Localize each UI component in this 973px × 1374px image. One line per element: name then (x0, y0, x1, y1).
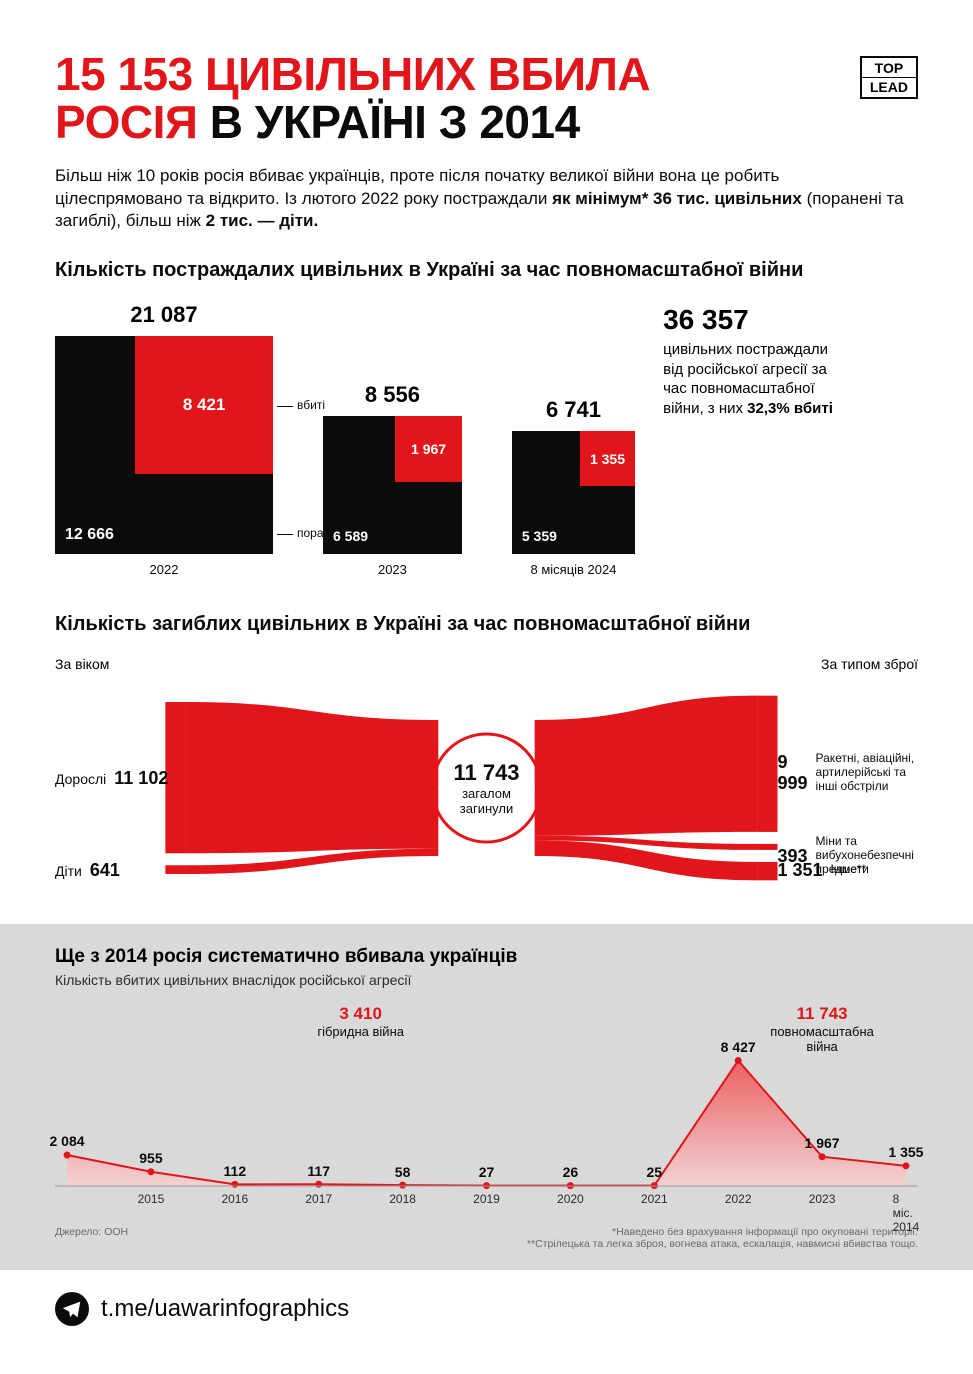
squares-col: 21 0878 42112 666вбитіпоранені2022 (55, 302, 273, 577)
sq-wounded: 5 359 (522, 528, 557, 544)
sankey-title: Кількість загиблих цивільних в Україні з… (55, 613, 918, 636)
title-black: В УКРАЇНІ З 2014 (197, 96, 579, 148)
source: Джерело: ООН (55, 1226, 128, 1250)
timeline-group-label: 11 743повномасштабна війна (770, 1004, 874, 1054)
sankey-left-label: Діти 641 (55, 860, 120, 881)
timeline-x-label: 8 міс. 2014 (893, 1192, 920, 1234)
timeline-x-label: 2019 (473, 1192, 500, 1206)
sankey-left-heading: За віком (55, 656, 109, 672)
squares-col: 6 741 1 355 5 359 8 місяців 2024 (512, 397, 635, 577)
timeline-point-label: 1 967 (805, 1135, 840, 1151)
timeline-x-label: 2021 (641, 1192, 668, 1206)
logo-line2: LEAD (870, 79, 908, 95)
timeline-x-label: 2018 (389, 1192, 416, 1206)
infographic-page: TOP LEAD 15 153 ЦИВІЛЬНИХ ВБИЛА РОСІЯ В … (0, 0, 973, 1374)
sankey-right-label: 1 351 Інше** (778, 860, 867, 881)
top-lead-logo: TOP LEAD (860, 56, 918, 99)
timeline-x-label: 2022 (725, 1192, 752, 1206)
timeline-point-label: 8 427 (721, 1039, 756, 1055)
timeline-point-label: 27 (479, 1164, 495, 1180)
timeline-x-label: 2015 (138, 1192, 165, 1206)
telegram-icon (55, 1292, 89, 1326)
main-title: 15 153 ЦИВІЛЬНИХ ВБИЛА РОСІЯ В УКРАЇНІ З… (55, 50, 918, 147)
sankey-body: Дорослі 11 102 Діти 641 9 999 Ракетні, аві… (55, 678, 918, 898)
intro-paragraph: Більш ніж 10 років росія вбиває українці… (55, 165, 905, 234)
timeline-x-label: 2020 (557, 1192, 584, 1206)
timeline-point-label: 26 (563, 1164, 579, 1180)
timeline-chart: 2 084955112117582726258 4271 9671 355201… (55, 1004, 918, 1214)
header: TOP LEAD 15 153 ЦИВІЛЬНИХ ВБИЛА РОСІЯ В … (55, 50, 918, 147)
sq-inner: 8 421 (135, 336, 273, 474)
sq-total: 8 556 (365, 382, 420, 408)
sq-year: 2023 (378, 562, 407, 577)
footnote-right: *Наведено без врахування інформації про … (527, 1226, 918, 1250)
title-red-1: 15 153 ЦИВІЛЬНИХ ВБИЛА (55, 48, 650, 100)
legend-killed: вбиті (277, 398, 325, 412)
squares-col: 8 556 1 967 6 589 2023 (323, 382, 462, 578)
sq-wounded: 12 666 (65, 526, 114, 544)
sq-inner: 1 355 (580, 431, 635, 486)
sq-outer: 8 42112 666вбитіпоранені (55, 336, 273, 554)
timeline-x-label: 2017 (305, 1192, 332, 1206)
intro-bold-b: 2 тис. — діти. (206, 211, 319, 230)
footnote-2: **Стрілецька та легка зброя, вогнева ата… (527, 1238, 918, 1250)
timeline-subtitle: Кількість вбитих цивільних внаслідок рос… (55, 972, 918, 988)
timeline-x-label: 2023 (809, 1192, 836, 1206)
timeline-point-label: 1 355 (888, 1144, 923, 1160)
squares-summary: 36 357 цивільних постраждали від російсь… (663, 302, 843, 418)
timeline-section: Ще з 2014 росія систематично вбивала укр… (0, 924, 973, 1270)
summary-number: 36 357 (663, 306, 843, 334)
sankey-headings: За віком За типом зброї (55, 656, 918, 672)
squares-chart-title: Кількість постраждалих цивільних в Украї… (55, 259, 918, 282)
sankey-chart: За віком За типом зброї Дорослі 11 102 Ді… (55, 656, 918, 898)
footnote-1: *Наведено без врахування інформації про … (527, 1226, 918, 1238)
timeline-point-label: 2 084 (50, 1133, 85, 1149)
sq-total: 21 087 (130, 302, 197, 328)
timeline-group-label: 3 410гібридна війна (317, 1004, 404, 1039)
timeline-point-label: 25 (646, 1164, 662, 1180)
sankey-right-label: 9 999 Ракетні, авіаційні, артилерійські … (778, 752, 919, 794)
squares-chart: 21 0878 42112 666вбитіпоранені20228 5561… (55, 302, 918, 577)
timeline-point-label: 117 (307, 1163, 330, 1179)
sankey-left-label: Дорослі 11 102 (55, 768, 168, 789)
timeline-point-label: 955 (139, 1150, 162, 1166)
timeline-x-label: 2016 (221, 1192, 248, 1206)
sankey-center-label: 11 743загаломзагинули (453, 760, 519, 816)
timeline-point-label: 112 (224, 1163, 247, 1179)
timeline-point-label: 58 (395, 1164, 411, 1180)
footer-link: t.me/uawarinfographics (101, 1295, 349, 1323)
sankey-right-heading: За типом зброї (821, 656, 918, 672)
sq-wounded: 6 589 (333, 528, 368, 544)
sq-year: 2022 (150, 562, 179, 577)
title-red-2: РОСІЯ (55, 96, 197, 148)
sq-outer: 1 355 5 359 (512, 431, 635, 554)
squares-row: 21 0878 42112 666вбитіпоранені20228 5561… (55, 302, 635, 577)
sq-total: 6 741 (546, 397, 601, 423)
sq-year: 8 місяців 2024 (530, 562, 616, 577)
summary-text: цивільних постраждали від російської агр… (663, 340, 843, 418)
logo-line1: TOP (875, 60, 904, 76)
footer: t.me/uawarinfographics (0, 1270, 973, 1344)
intro-bold-a: як мінімум* 36 тис. цивільних (552, 189, 802, 208)
timeline-title: Ще з 2014 росія систематично вбивала укр… (55, 946, 918, 968)
footnotes: Джерело: ООН *Наведено без врахування ін… (55, 1226, 918, 1250)
sq-outer: 1 967 6 589 (323, 416, 462, 555)
sq-inner: 1 967 (395, 416, 462, 483)
